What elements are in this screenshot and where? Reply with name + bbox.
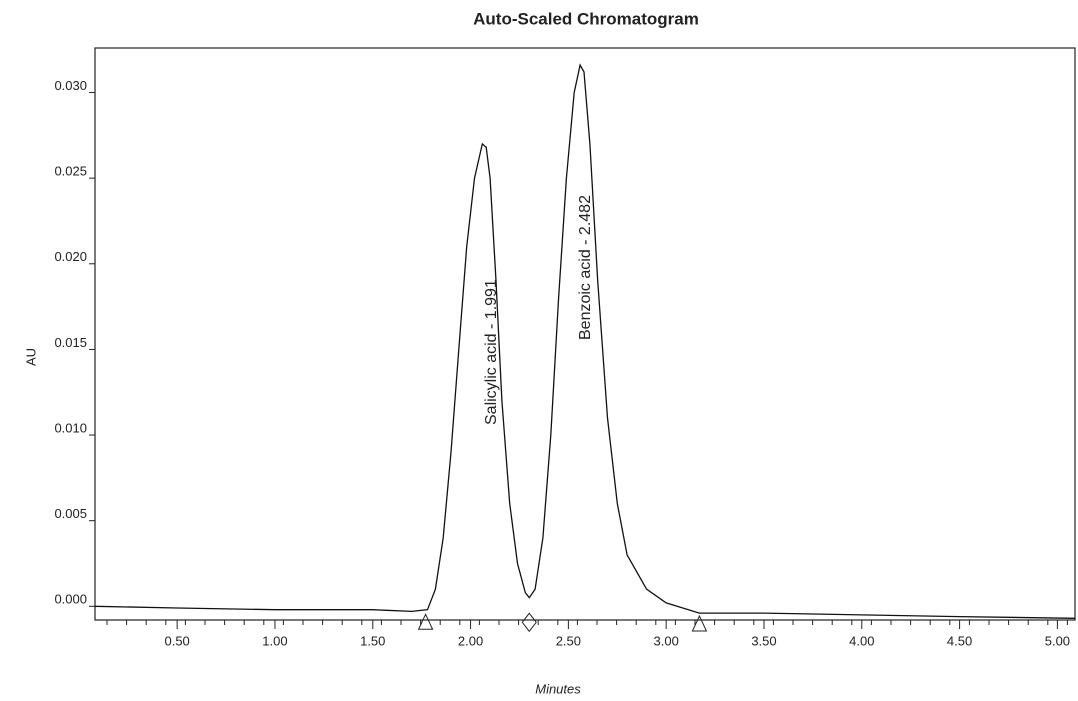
x-tick-label: 1.00	[262, 633, 287, 648]
integration-marker	[522, 613, 536, 631]
chart: Auto-Scaled Chromatogram Minutes AU 0.00…	[0, 0, 1078, 701]
peak-label: Benzoic acid - 2.482	[577, 195, 594, 340]
y-tick-label: 0.015	[54, 335, 87, 350]
x-tick-label: 1.50	[360, 633, 385, 648]
trace	[95, 65, 1075, 618]
y-tick-label: 0.020	[54, 249, 87, 264]
x-tick-label: 3.50	[751, 633, 776, 648]
y-axis-label: AU	[23, 348, 38, 366]
y-tick-label: 0.030	[54, 78, 87, 93]
peak-label: Salicylic acid - 1.991	[483, 279, 500, 425]
x-tick-label: 4.00	[849, 633, 874, 648]
x-tick-label: 4.50	[947, 633, 972, 648]
y-tick-label: 0.000	[54, 592, 87, 607]
chart-title: Auto-Scaled Chromatogram	[473, 9, 699, 28]
y-tick-label: 0.025	[54, 164, 87, 179]
x-tick-label: 0.50	[164, 633, 189, 648]
x-tick-label: 2.50	[556, 633, 581, 648]
x-axis-label: Minutes	[535, 681, 581, 696]
x-tick-label: 3.00	[654, 633, 679, 648]
y-tick-label: 0.005	[54, 506, 87, 521]
y-tick-label: 0.010	[54, 420, 87, 435]
x-tick-label: 2.00	[458, 633, 483, 648]
x-tick-label: 5.00	[1045, 633, 1070, 648]
